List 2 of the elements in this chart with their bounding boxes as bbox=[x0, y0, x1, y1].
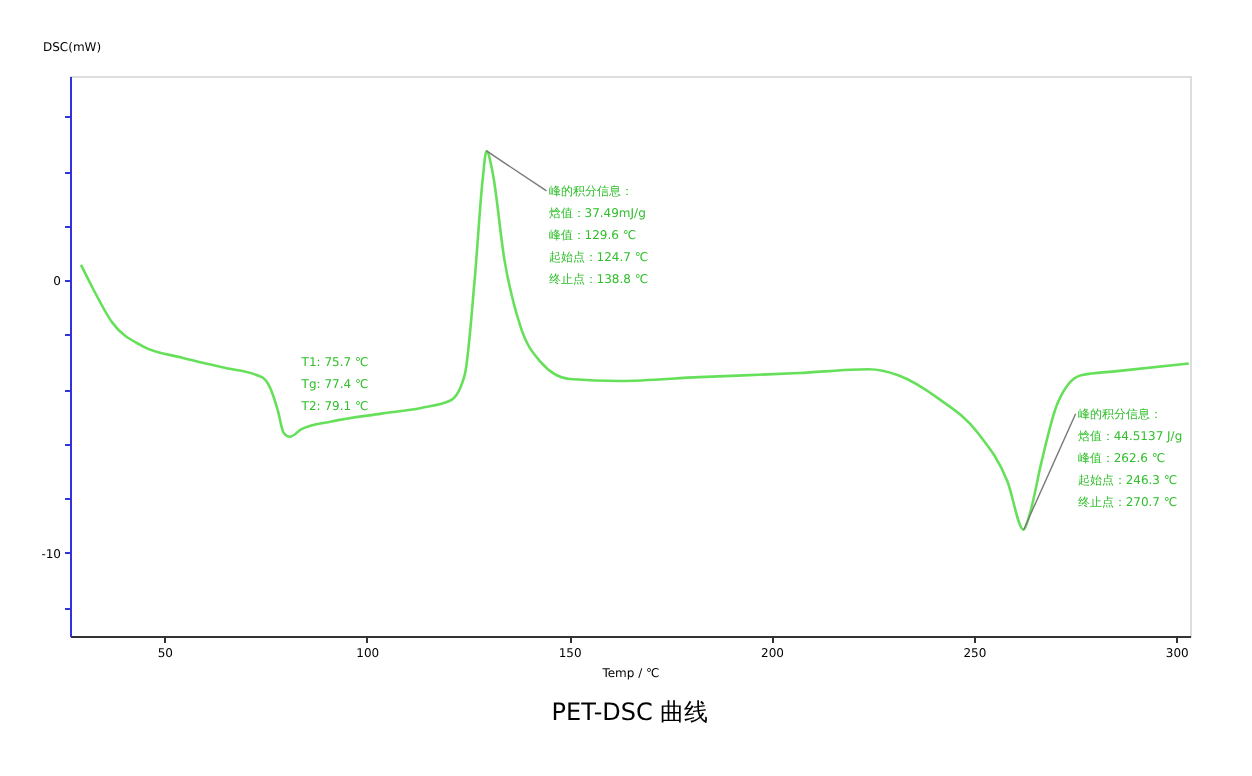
text: PET-DSC 曲线 bbox=[551, 698, 709, 726]
line-series bbox=[79, 149, 1191, 532]
